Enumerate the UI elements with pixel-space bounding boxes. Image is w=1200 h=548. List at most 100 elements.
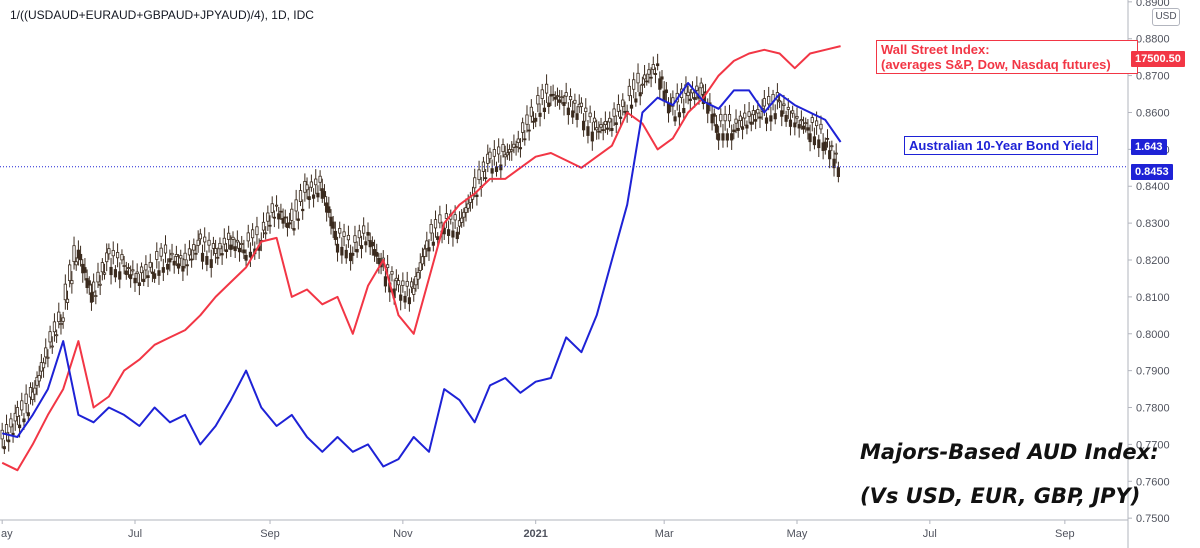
candle-body <box>390 271 394 275</box>
candle-body <box>647 69 651 75</box>
bond-yield-label: Australian 10-Year Bond Yield <box>904 136 1099 155</box>
x-tick-label-3: Nov <box>393 528 413 540</box>
candle-body <box>745 124 749 129</box>
candle-body <box>31 391 35 400</box>
axis-layer: 0.7500 0.7600 0.7700 0.7800 0.7900 0.8000 0.81… <box>0 0 1170 548</box>
candle-body <box>499 164 503 171</box>
candle-body <box>100 262 104 273</box>
candle-body <box>4 424 9 434</box>
candle-body <box>15 407 20 417</box>
candle-body <box>642 74 647 80</box>
candle-body <box>725 133 729 141</box>
candle-body <box>584 107 588 112</box>
candle-body <box>451 230 455 238</box>
candle-body <box>346 234 351 241</box>
candle-body <box>46 356 50 359</box>
candle-body <box>497 146 501 155</box>
candle-body <box>124 270 128 275</box>
candle-body <box>231 236 235 240</box>
wall-street-price-tag: 17500.50 <box>1131 51 1185 67</box>
candle-body <box>144 264 148 271</box>
candle-body <box>540 89 544 99</box>
candle-body <box>717 133 721 141</box>
candle-body <box>756 109 760 114</box>
candle-body <box>812 136 817 146</box>
candle-body <box>599 124 603 128</box>
candle-body <box>255 226 259 236</box>
candle-body <box>616 104 621 112</box>
candle-body <box>579 102 584 107</box>
candle-body <box>26 412 30 417</box>
candle-body <box>403 295 407 303</box>
candle-body <box>699 82 703 89</box>
candle-body <box>353 235 357 243</box>
candle-body <box>627 85 631 97</box>
candle-body <box>605 127 610 130</box>
candle-body <box>357 230 361 239</box>
candle-body <box>529 106 533 117</box>
candle-body <box>734 118 738 124</box>
x-tick-label-6: May <box>787 528 808 540</box>
candle-body <box>706 104 710 114</box>
candle-body <box>63 283 67 301</box>
candle-body <box>78 253 83 261</box>
candle-body <box>558 99 562 103</box>
candle-body <box>279 210 283 213</box>
candle-body <box>460 217 464 223</box>
candle-body <box>327 206 331 213</box>
candle-body <box>340 246 344 256</box>
candle-body <box>20 400 24 411</box>
candle-body <box>754 119 758 122</box>
candle-body <box>322 191 327 198</box>
candle-body <box>307 196 311 201</box>
candle-body <box>780 110 784 117</box>
candle-body <box>375 251 379 257</box>
candle-body <box>157 270 161 276</box>
candle-body <box>87 280 91 286</box>
candle-body <box>261 221 266 231</box>
candle-body <box>586 126 590 136</box>
candle-body <box>248 251 253 258</box>
candle-body <box>383 276 388 287</box>
candle-body <box>747 111 751 117</box>
candle-body <box>542 107 547 113</box>
candle-body <box>736 127 740 131</box>
candle-body <box>207 239 211 246</box>
candle-body <box>150 271 155 274</box>
candle-body <box>547 102 551 108</box>
candle-body <box>427 247 431 252</box>
candle-body <box>514 146 518 148</box>
candle-body <box>414 276 418 286</box>
candle-body <box>277 213 281 220</box>
candle-body <box>416 272 420 280</box>
candle-body <box>342 231 346 237</box>
candle-body <box>773 113 777 120</box>
candle-body <box>135 271 139 275</box>
candle-body <box>94 295 98 297</box>
candle-body <box>348 252 353 262</box>
candle-body <box>131 269 135 272</box>
candle-body <box>784 114 788 122</box>
candle-body <box>137 282 141 286</box>
candle-body <box>50 345 54 348</box>
candle-body <box>614 122 618 125</box>
candle-body <box>283 216 287 219</box>
candle-body <box>89 292 94 303</box>
candle-body <box>107 248 111 255</box>
x-tick-label-5: Mar <box>655 528 674 540</box>
candle-body <box>727 113 732 122</box>
candle-body <box>621 99 625 107</box>
candle-body <box>564 92 568 97</box>
candle-body <box>192 244 196 251</box>
candle-body <box>74 261 78 266</box>
x-tick-label-0: May <box>0 528 13 540</box>
candle-body <box>229 244 233 250</box>
annotation-subtitle: (Vs USD, EUR, GBP, JPY) <box>860 484 1141 508</box>
candle-body <box>425 240 429 249</box>
candle-body <box>55 334 59 337</box>
candle-body <box>161 267 165 273</box>
candle-body <box>409 281 414 288</box>
currency-button[interactable]: USD <box>1152 8 1180 26</box>
candle-body <box>651 64 655 70</box>
